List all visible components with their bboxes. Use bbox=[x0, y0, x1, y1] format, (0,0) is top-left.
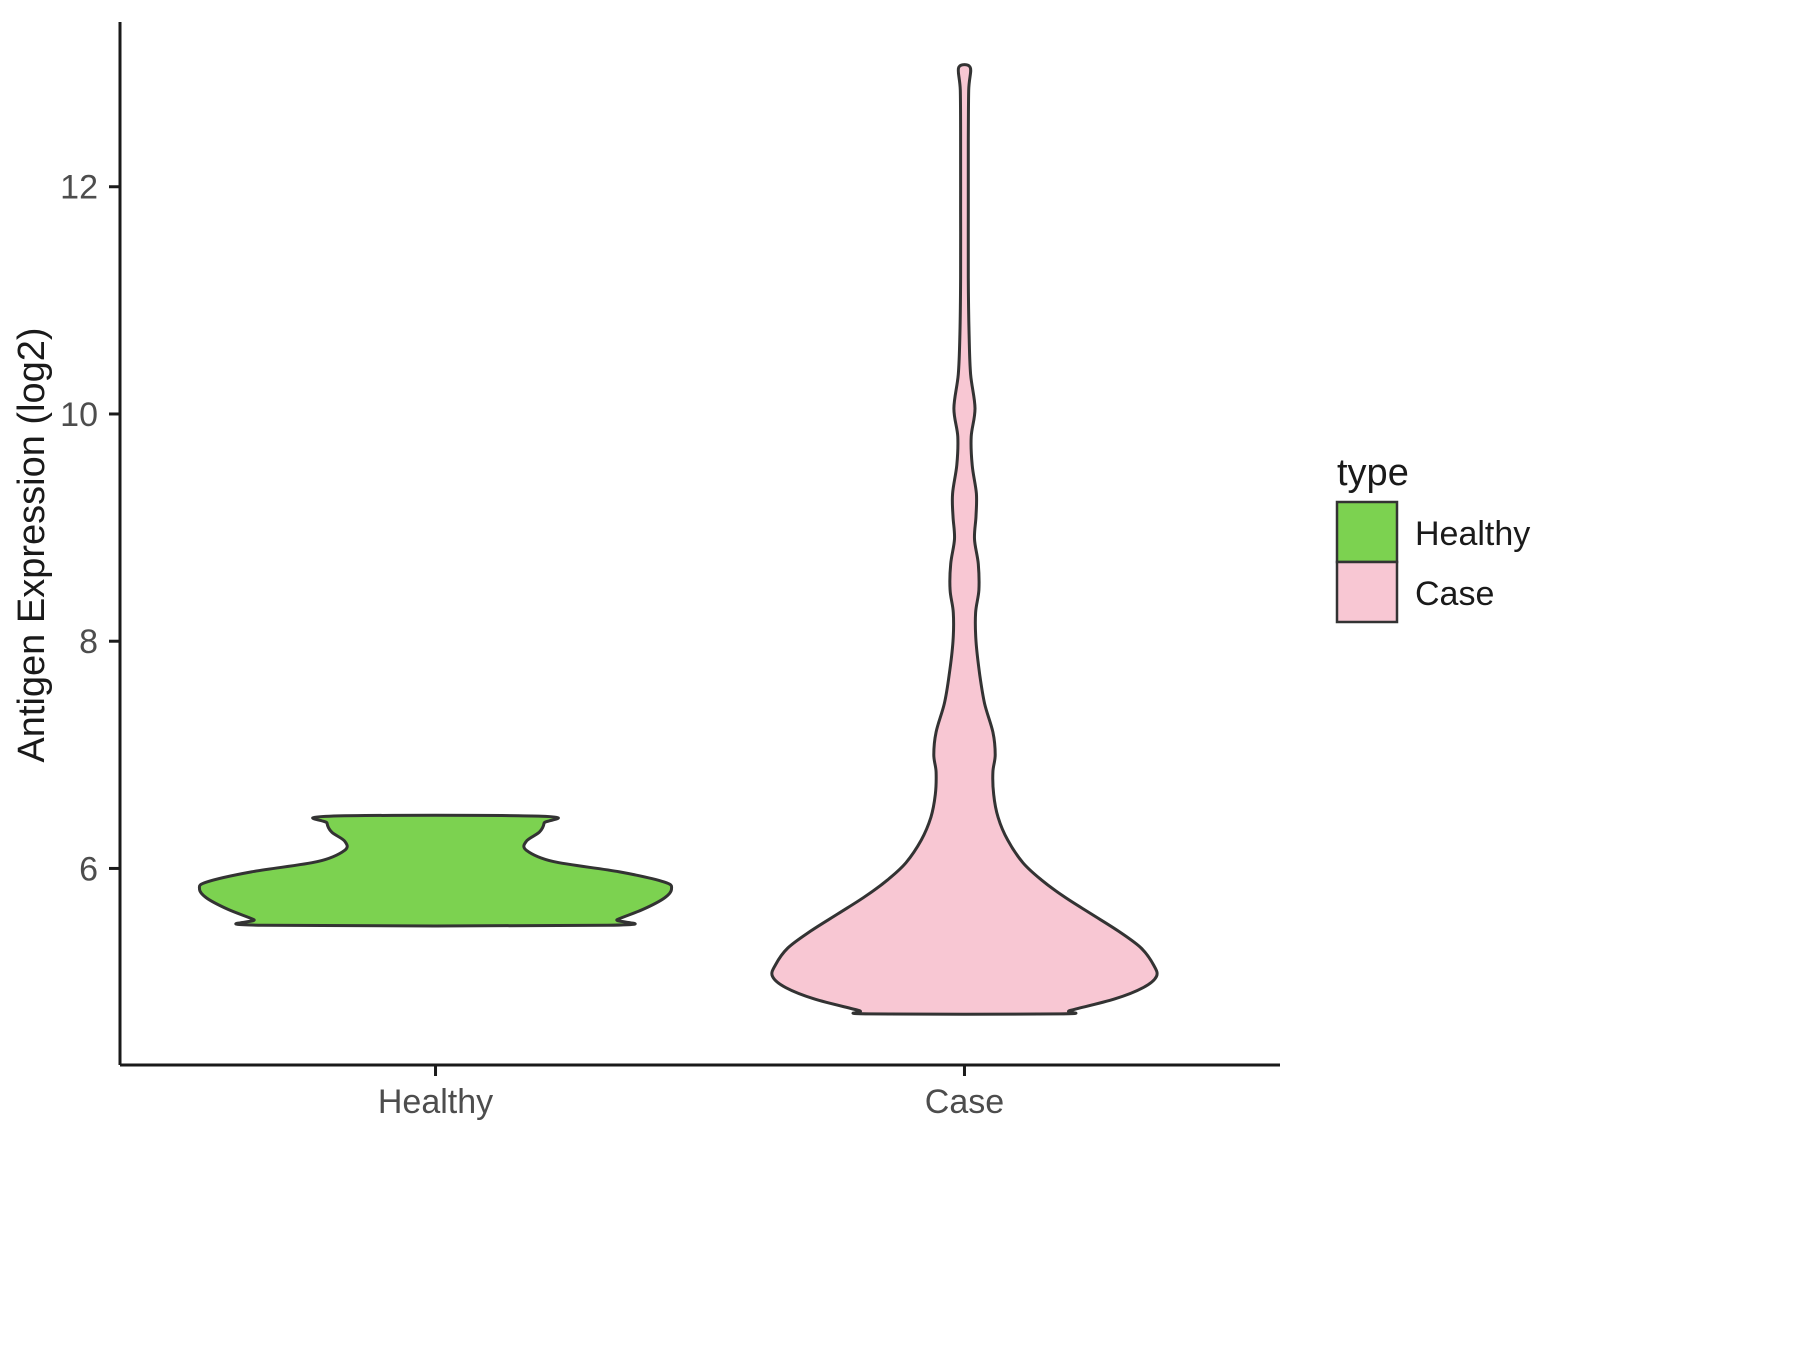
legend-label-healthy: Healthy bbox=[1415, 515, 1530, 553]
y-tick-label: 10 bbox=[60, 396, 98, 434]
x-tick-label-case: Case bbox=[925, 1083, 1004, 1121]
violins-group bbox=[197, 63, 1159, 1016]
legend-label-case: Case bbox=[1415, 575, 1494, 613]
y-tick-label: 12 bbox=[60, 169, 98, 207]
legend: type Healthy Case bbox=[1335, 452, 1530, 624]
x-axis-ticks: Healthy Case bbox=[378, 1065, 1004, 1121]
violin-healthy bbox=[197, 813, 674, 928]
y-axis-title: Antigen Expression (log2) bbox=[11, 327, 53, 762]
y-tick-label: 8 bbox=[79, 623, 98, 661]
legend-title: type bbox=[1337, 452, 1409, 494]
legend-swatch-case bbox=[1335, 560, 1399, 624]
x-tick-label-healthy: Healthy bbox=[378, 1083, 493, 1121]
y-axis-ticks: 6 8 10 12 bbox=[60, 169, 120, 888]
y-tick-label: 6 bbox=[79, 850, 98, 888]
plot-panel: 6 8 10 12 Healthy Case bbox=[60, 22, 1280, 1121]
legend-swatch-healthy bbox=[1335, 500, 1399, 564]
violin-case bbox=[770, 63, 1159, 1016]
